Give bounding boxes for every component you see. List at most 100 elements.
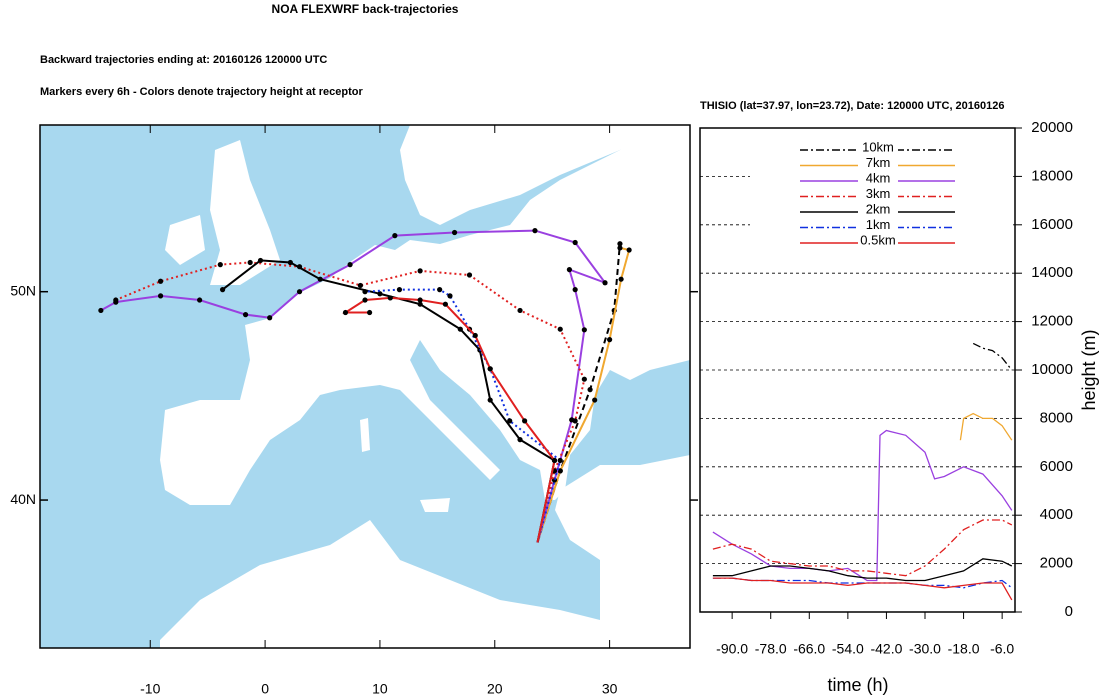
marker [451, 229, 458, 236]
marker [362, 297, 368, 303]
legend-label: 1km [866, 217, 891, 232]
y-tick-label: 12000 [1031, 313, 1073, 330]
y-tick-label: 18000 [1031, 167, 1073, 184]
land [400, 125, 690, 225]
marker [98, 307, 104, 314]
x-tick-label: -54.0 [832, 641, 864, 657]
land [160, 130, 690, 505]
marker [572, 418, 578, 424]
map-frame [39, 124, 691, 649]
x-tick-label: -30.0 [909, 641, 941, 657]
marker [602, 280, 608, 286]
subtitle: Backward trajectories ending at: 2016012… [40, 54, 327, 66]
legend-label-bg [858, 174, 898, 184]
height-line [959, 412, 1013, 441]
marker [387, 295, 393, 301]
legend-label: 2km [866, 201, 891, 216]
legend-label: 7km [866, 155, 891, 170]
marker [487, 366, 493, 372]
y-tick-label: 16000 [1031, 216, 1073, 233]
marker [366, 309, 373, 316]
marker [219, 287, 226, 293]
x-tick-label: 10 [372, 681, 388, 697]
marker [267, 315, 273, 321]
marker [377, 291, 383, 297]
marker [442, 301, 448, 307]
y-tick-label: 40N [10, 491, 36, 507]
marker [287, 259, 293, 266]
marker [566, 267, 573, 273]
marker [517, 307, 523, 314]
marker [417, 301, 423, 307]
x-tick-label: -78.0 [755, 641, 787, 657]
marker [362, 289, 368, 295]
trajectory [221, 259, 556, 543]
height-line [712, 577, 1013, 601]
marker [157, 278, 164, 284]
marker [551, 457, 558, 464]
y-tick-label: 4000 [1040, 506, 1073, 523]
y-tick-label: 14000 [1031, 264, 1073, 281]
marker [357, 282, 364, 289]
marker [447, 293, 453, 299]
height-line [712, 519, 1013, 577]
legend-label-bg [858, 236, 898, 246]
marker [347, 262, 353, 268]
x-axis-label: time (h) [827, 675, 888, 695]
height-line [972, 342, 1013, 371]
x-tick-label: -42.0 [870, 641, 902, 657]
map-background [40, 125, 690, 648]
page-title: NOA FLEXWRF back-trajectories [272, 2, 459, 16]
marker [457, 326, 463, 332]
marker [466, 272, 473, 278]
marker [507, 418, 513, 424]
x-tick-label: 20 [487, 681, 503, 697]
x-tick-label: -66.0 [793, 641, 825, 657]
marker [217, 262, 223, 268]
legend-label-bg [858, 158, 898, 169]
marker [587, 387, 593, 393]
legend-label: 10km [862, 139, 894, 154]
marker [296, 289, 303, 295]
marker [557, 468, 563, 474]
marker [197, 297, 203, 303]
legend-label: 0.5km [860, 232, 895, 247]
marker [626, 247, 632, 253]
land [210, 140, 280, 285]
marker [572, 287, 578, 293]
marker [592, 397, 598, 403]
marker [417, 297, 423, 303]
panel-title: THISIO (lat=37.97, lon=23.72), Date: 120… [700, 100, 1005, 112]
y-tick-label: 6000 [1040, 458, 1073, 475]
y-tick-label: 8000 [1040, 409, 1073, 426]
x-tick-label: 30 [602, 681, 618, 697]
marker [257, 257, 264, 264]
trajectories [98, 228, 632, 543]
subtitle: Markers every 6h - Colors denote traject… [40, 86, 363, 98]
height-line [712, 558, 1013, 582]
marker [396, 287, 403, 293]
y-tick-label: 10000 [1031, 361, 1073, 378]
marker [607, 337, 613, 343]
legend-label-bg [858, 220, 898, 231]
y-tick-label: 0 [1065, 603, 1073, 620]
marker [557, 326, 563, 332]
marker [317, 276, 323, 282]
marker [247, 259, 253, 266]
land [420, 498, 450, 512]
marker [557, 457, 563, 464]
y-axis-label: height (m) [1079, 329, 1099, 410]
marker [157, 293, 164, 299]
marker [487, 397, 493, 403]
marker [617, 245, 623, 251]
land [160, 520, 690, 648]
legend-label: 3km [866, 186, 891, 201]
marker [342, 309, 349, 316]
land [555, 455, 690, 648]
marker [392, 233, 398, 239]
marker [618, 276, 624, 282]
marker [417, 268, 423, 274]
marker [572, 239, 578, 246]
